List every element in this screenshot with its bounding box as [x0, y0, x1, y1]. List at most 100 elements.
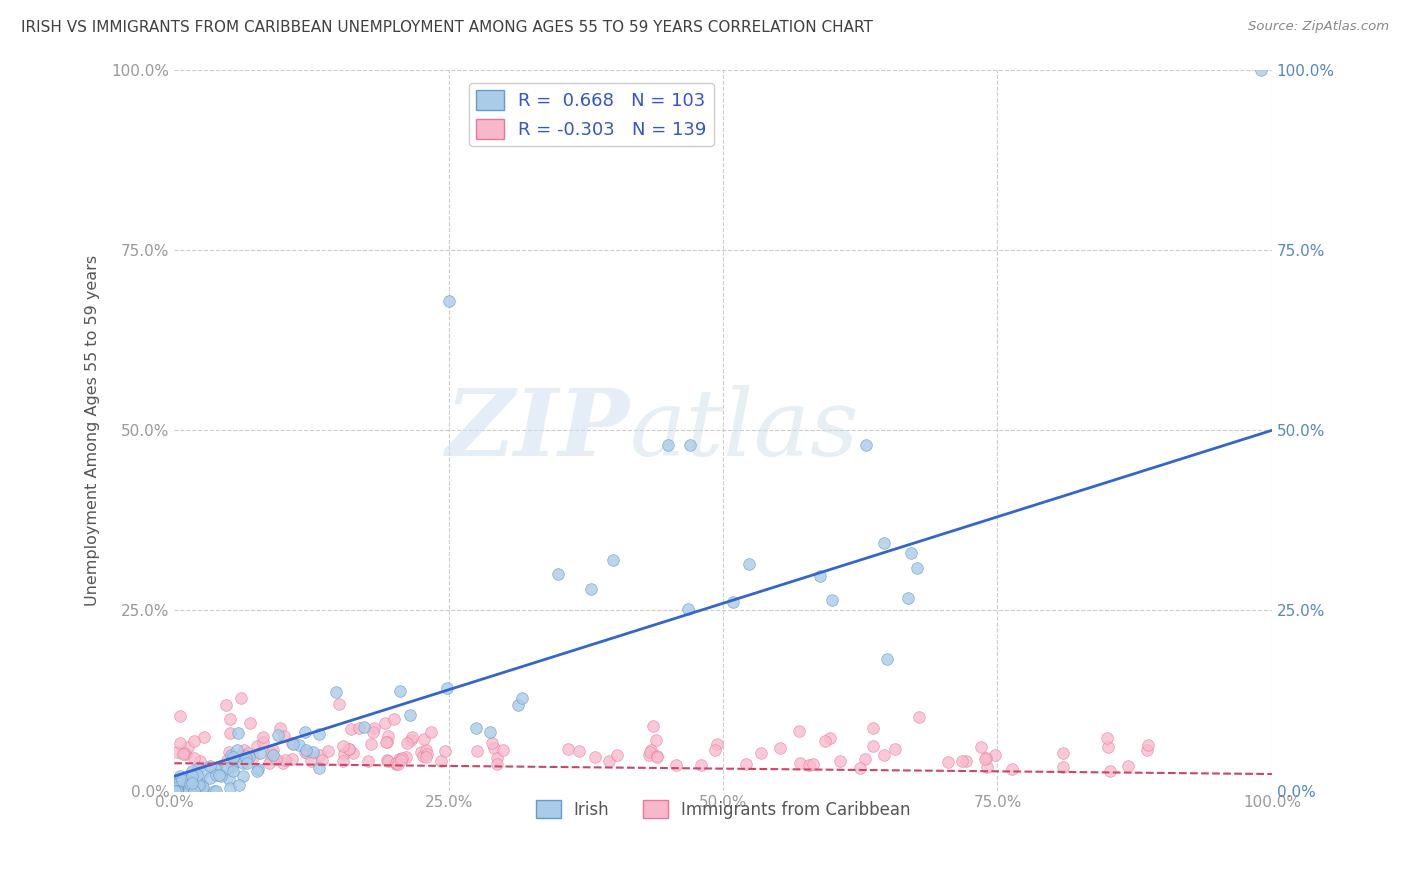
Point: [547, 567, 569, 582]
Point: [749, 746, 772, 760]
Point: [181, 764, 204, 778]
Point: [221, 759, 243, 773]
Point: [413, 732, 436, 747]
Y-axis label: Unemployment Among Ages 55 to 59 years: Unemployment Among Ages 55 to 59 years: [86, 255, 100, 606]
Point: [396, 736, 419, 750]
Point: [602, 553, 624, 567]
Point: [242, 750, 264, 764]
Point: [218, 780, 240, 795]
Point: [678, 601, 700, 615]
Point: [232, 756, 254, 770]
Point: [679, 438, 702, 452]
Point: [235, 750, 257, 764]
Point: [281, 736, 304, 750]
Point: [166, 745, 188, 759]
Point: [217, 761, 239, 775]
Point: [952, 754, 974, 768]
Point: [375, 753, 398, 767]
Point: [325, 685, 347, 699]
Point: [821, 593, 844, 607]
Point: [219, 725, 242, 739]
Point: [226, 726, 249, 740]
Point: [246, 762, 269, 776]
Point: [246, 739, 269, 753]
Point: [259, 745, 281, 759]
Point: [179, 783, 201, 797]
Point: [905, 561, 928, 575]
Point: [238, 716, 260, 731]
Point: [855, 438, 877, 452]
Point: [508, 698, 530, 712]
Point: [721, 595, 744, 609]
Point: [204, 783, 226, 797]
Point: [225, 742, 247, 756]
Point: [271, 756, 294, 770]
Point: [266, 752, 288, 766]
Point: [165, 783, 187, 797]
Point: [165, 783, 187, 797]
Point: [862, 721, 884, 735]
Point: [818, 731, 841, 745]
Point: [180, 774, 202, 789]
Point: [862, 739, 884, 753]
Point: [183, 733, 205, 747]
Point: [165, 783, 187, 797]
Point: [955, 754, 977, 768]
Point: [174, 747, 197, 761]
Point: [169, 769, 191, 783]
Point: [598, 754, 620, 768]
Point: [606, 747, 628, 762]
Point: [342, 746, 364, 760]
Point: [191, 780, 214, 794]
Point: [183, 783, 205, 797]
Point: [481, 736, 503, 750]
Point: [172, 747, 194, 762]
Point: [415, 750, 437, 764]
Point: [353, 720, 375, 734]
Point: [1136, 742, 1159, 756]
Point: [1099, 764, 1122, 778]
Point: [360, 738, 382, 752]
Point: [169, 736, 191, 750]
Point: [186, 779, 208, 793]
Point: [1052, 760, 1074, 774]
Point: [252, 734, 274, 748]
Point: [357, 754, 380, 768]
Point: [166, 783, 188, 797]
Point: [188, 754, 211, 768]
Point: [188, 778, 211, 792]
Point: [849, 760, 872, 774]
Point: [221, 764, 243, 778]
Point: [332, 754, 354, 768]
Point: [172, 783, 194, 797]
Point: [900, 546, 922, 560]
Point: [382, 712, 405, 726]
Point: [412, 748, 434, 763]
Point: [187, 761, 209, 775]
Point: [169, 709, 191, 723]
Point: [180, 783, 202, 797]
Point: [183, 783, 205, 797]
Point: [492, 743, 515, 757]
Point: [173, 746, 195, 760]
Point: [787, 724, 810, 739]
Point: [167, 783, 190, 797]
Point: [183, 751, 205, 765]
Point: [233, 752, 256, 766]
Point: [232, 769, 254, 783]
Point: [1097, 740, 1119, 755]
Point: [347, 721, 370, 735]
Point: [399, 733, 422, 747]
Point: [176, 781, 198, 796]
Point: [387, 756, 409, 771]
Point: [388, 684, 411, 698]
Point: [430, 754, 453, 768]
Point: [316, 744, 339, 758]
Point: [486, 751, 509, 765]
Point: [568, 744, 591, 758]
Point: [510, 691, 533, 706]
Point: [665, 758, 688, 772]
Point: [165, 783, 187, 797]
Point: [204, 762, 226, 776]
Point: [557, 742, 579, 756]
